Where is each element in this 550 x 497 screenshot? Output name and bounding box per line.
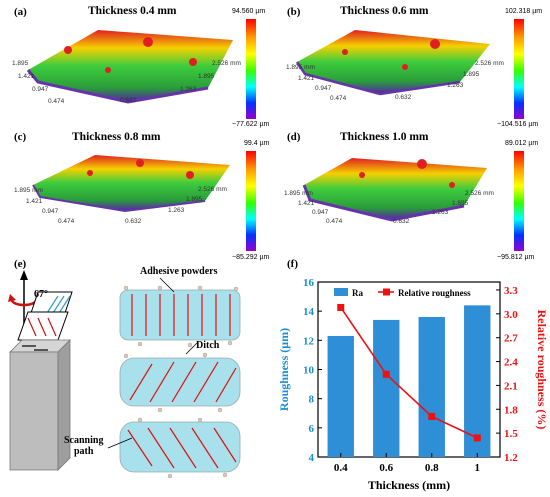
tick-b-3: 0.474 [330, 95, 347, 102]
relative-roughness-line [340, 307, 478, 439]
y2-tick-label: 3.3 [504, 285, 518, 297]
y2-axis-label: Relative roughness (%) [535, 310, 549, 430]
tick-b-7: 2.526 mm [475, 60, 504, 67]
scanning-path-label: Scanning path [64, 435, 104, 457]
colorbar-b-max: 102.318 µm [505, 8, 543, 15]
y2-tick-label: 2.1 [504, 380, 518, 392]
surface-plot-c [32, 155, 230, 213]
tick-d-0: 1.895 mm [284, 190, 313, 197]
scanning-schematic [8, 270, 241, 479]
bar [327, 335, 354, 457]
panel-b-letter: (b) [287, 6, 301, 18]
y-tick-label: 12 [303, 335, 315, 347]
relative-roughness-point [337, 303, 345, 311]
x-tick-label: 0.6 [379, 462, 393, 474]
tick-d-7: 2.526 mm [465, 190, 494, 197]
tick-a-7: 2.526 mm [212, 60, 241, 67]
legend-label-ra: Ra [352, 288, 363, 298]
y-tick-label: 10 [303, 365, 315, 377]
panel-c-title: Thickness 0.8 mm [72, 131, 161, 143]
roughness-chart: 4 6 8 10 12 14 16 1.2 1.5 1.8 2.1 2.4 2.7 3.0 3.3 0.4 0.… [277, 277, 549, 492]
x-axis-label: Thickness (mm) [368, 478, 450, 492]
tick-d-3: 0.474 [326, 218, 343, 225]
surface-plot-a [26, 30, 233, 104]
tick-a-6: 1.895 [198, 73, 215, 80]
y2-tick-label: 3.0 [504, 309, 518, 321]
y-tick-label: 14 [303, 306, 315, 318]
x-tick-label: 0.8 [425, 462, 439, 474]
legend-marker-relative [383, 288, 390, 296]
bar [418, 317, 445, 457]
tick-b-6: 1.895 [463, 71, 480, 78]
tick-a-5: 1.263 [180, 86, 197, 93]
colorbar-d-max: 89.012 µm [505, 140, 539, 147]
ditch-label: Ditch [196, 340, 220, 351]
surface-plot-d [302, 158, 487, 222]
tick-a-3: 0.474 [48, 98, 65, 105]
x-tick-label: 0.4 [334, 462, 348, 474]
colorbar-b [514, 19, 524, 119]
colorbar-d [514, 151, 524, 251]
y-tick-label: 16 [303, 277, 315, 289]
tick-c-4: 0.632 [125, 218, 142, 225]
tick-d-5: 1.263 [432, 209, 449, 216]
tick-d-2: 0.947 [312, 209, 329, 216]
colorbar-c [246, 151, 256, 251]
tick-d-4: 0.632 [393, 218, 410, 225]
adhesive-powders-label: Adhesive powders [140, 266, 218, 277]
y-tick-label: 6 [309, 423, 315, 435]
y2-tick-label: 2.4 [504, 357, 518, 369]
colorbar-b-min: −104.516 µm [497, 121, 539, 128]
tick-c-0: 1.895 mm [14, 187, 43, 194]
colorbar-a-max: 94.560 µm [232, 8, 266, 15]
panel-d-title: Thickness 1.0 mm [340, 131, 429, 143]
bar [373, 319, 400, 457]
colorbar-d-min: −95.812 µm [497, 254, 535, 261]
y-axis-label: Roughness (μm) [277, 328, 291, 411]
tick-a-4: 0.632 [120, 97, 137, 104]
relative-roughness-point [382, 370, 390, 378]
tick-c-2: 0.947 [42, 208, 59, 215]
colorbar-a-min: −77.622 µm [232, 121, 270, 128]
tick-a-1: 1.421 [18, 73, 35, 80]
tick-b-4: 0.632 [395, 94, 412, 101]
x-tick-label: 1 [475, 462, 481, 474]
tick-c-1: 1.421 [26, 198, 43, 205]
legend-swatch-ra [334, 288, 348, 296]
tick-b-5: 1.263 [447, 82, 464, 89]
y2-tick-label: 1.5 [504, 428, 518, 440]
tick-b-2: 0.947 [315, 85, 332, 92]
bar [464, 305, 491, 457]
tick-c-6: 1.895 [186, 196, 203, 203]
panel-c-letter: (c) [14, 131, 27, 143]
legend-label-relative: Relative roughness [398, 288, 471, 298]
colorbar-c-max: 99.4 µm [244, 140, 270, 147]
panel-e-letter: (e) [14, 258, 27, 270]
rotation-angle: 67° [34, 289, 48, 300]
relative-roughness-point [473, 434, 481, 442]
colorbar-c-min: −85.292 µm [232, 254, 270, 261]
tick-c-7: 2.526 mm [198, 186, 227, 193]
relative-roughness-point [428, 412, 436, 420]
panel-a-title: Thickness 0.4 mm [88, 5, 177, 17]
colorbar-a [246, 19, 256, 119]
panel-d-letter: (d) [287, 131, 301, 143]
panel-b-title: Thickness 0.6 mm [340, 5, 429, 17]
panel-a-letter: (a) [14, 6, 27, 18]
y2-tick-label: 1.8 [504, 404, 518, 416]
surface-plot-b [295, 30, 490, 96]
y-tick-label: 8 [309, 394, 315, 406]
tick-d-6: 1.895 [452, 200, 469, 207]
y2-tick-label: 1.2 [504, 452, 518, 464]
tick-b-0: 1.895 mm [286, 64, 315, 71]
tick-a-0: 1.895 [12, 60, 29, 67]
tick-b-1: 1.421 [298, 75, 315, 82]
tick-c-3: 0.474 [58, 218, 75, 225]
tick-d-1: 1.421 [298, 200, 315, 207]
panel-f-letter: (f) [287, 258, 298, 270]
y2-tick-label: 2.7 [504, 333, 518, 345]
tick-a-2: 0.947 [32, 86, 49, 93]
y-tick-label: 4 [309, 452, 315, 464]
tick-c-5: 1.263 [168, 207, 185, 214]
